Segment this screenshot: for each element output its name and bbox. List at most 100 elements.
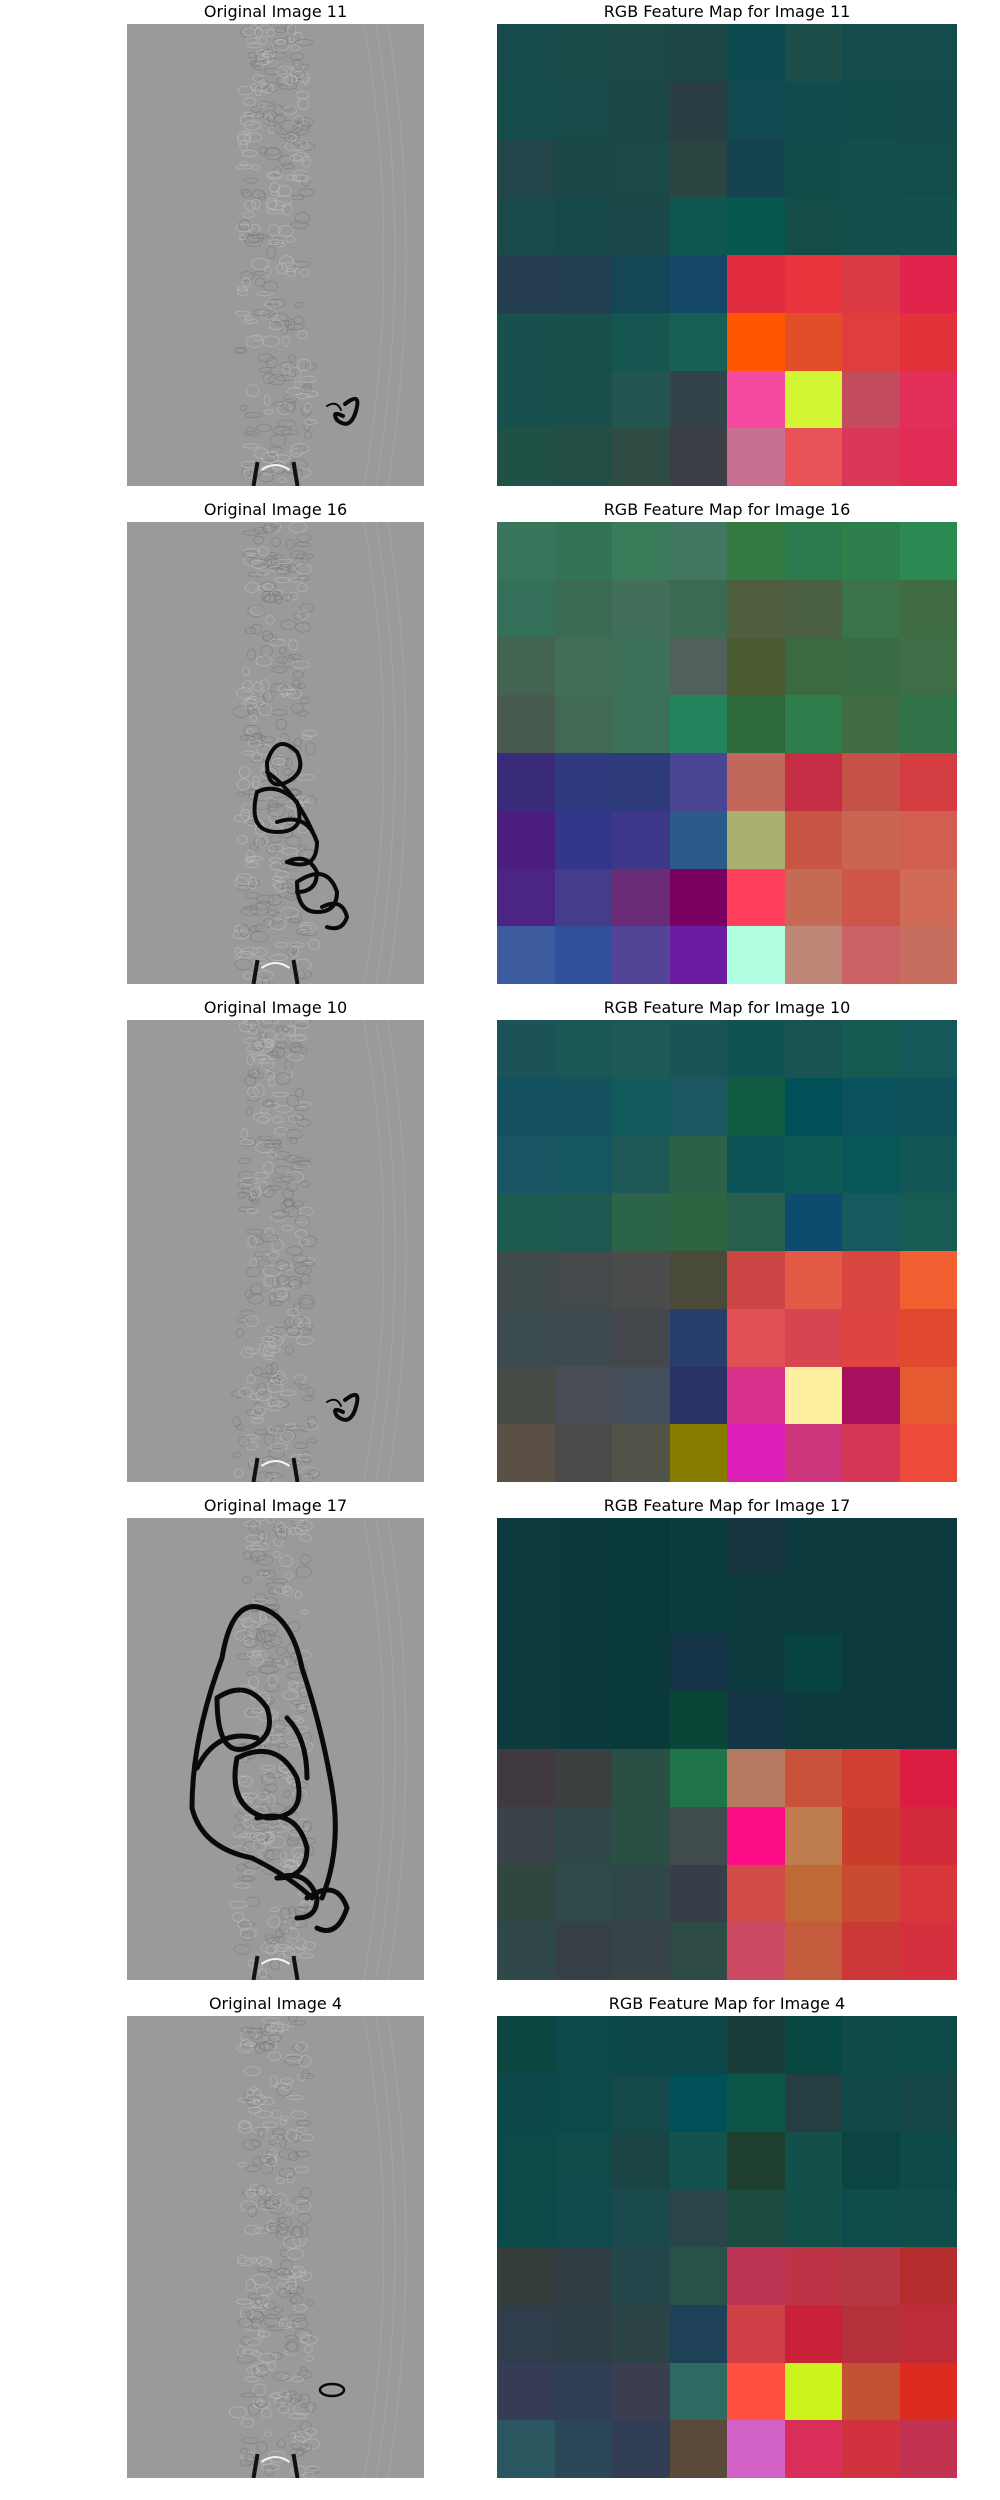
feature-map-cell [899,579,957,638]
feature-map-cell [497,2362,555,2421]
feature-map-cell [612,312,670,371]
feature-map-cell [497,1424,555,1482]
feature-map-cell [554,1366,612,1425]
original-image [127,522,424,984]
feature-map-cell [727,1749,785,1807]
feature-map-cell [727,1633,785,1692]
feature-map-cell [727,753,785,811]
feature-map-cell [784,139,842,198]
feature-map-cell [554,1691,612,1749]
feature-map-cell [554,2420,612,2478]
feature-map-cell [554,312,612,371]
feature-map-cell [497,1366,555,1425]
feature-map-cell [669,197,727,255]
feature-map-cell [612,1193,670,1251]
feature-map-cell [612,868,670,927]
feature-map-cell [497,1633,555,1692]
feature-map-cell [669,1749,727,1807]
feature-map-cell [899,522,957,580]
feature-map-cell [899,2362,957,2421]
feature-map-cell [669,1077,727,1136]
feature-map-cell [784,2073,842,2132]
feature-map-cell [669,522,727,580]
feature-map-cell [727,1864,785,1923]
feature-map-cell [842,1749,900,1807]
feature-map-cell [612,1135,670,1194]
feature-map-title: RGB Feature Map for Image 11 [603,2,851,21]
feature-map-cell [612,255,670,313]
feature-map-cell [842,197,900,255]
feature-map-cell [842,753,900,811]
feature-map-cell [899,2016,957,2074]
feature-map-cell [497,522,555,580]
feature-map-cell [612,1749,670,1807]
feature-map-cell [899,637,957,696]
feature-map-cell [727,1691,785,1749]
feature-map-cell [842,1135,900,1194]
feature-map-cell [554,695,612,753]
feature-map-cell [842,2073,900,2132]
feature-map-cell [727,2189,785,2247]
feature-map-cell [727,1251,785,1309]
feature-map-cell [784,2247,842,2305]
feature-map-cell [899,868,957,927]
feature-map-cell [669,1251,727,1309]
feature-map-cell [669,139,727,198]
feature-map-cell [727,1806,785,1865]
feature-map-cell [842,637,900,696]
feature-map-cell [669,1518,727,1576]
feature-map-cell [612,2362,670,2421]
feature-map-cell [784,753,842,811]
feature-map-cell [899,1251,957,1309]
feature-map-cell [554,1020,612,1078]
feature-map-cell [669,695,727,753]
feature-map-cell [784,81,842,140]
feature-map-cell [497,637,555,696]
feature-map-cell [554,868,612,927]
feature-map-cell [669,1864,727,1923]
feature-map-cell [727,1424,785,1482]
original-image-title: Original Image 16 [203,500,348,519]
figure-row: Original Image 17 RGB Feature Map for Ima… [0,1494,1000,1991]
feature-map-cell [497,428,555,486]
feature-map-cell [669,1366,727,1425]
feature-map-cell [727,24,785,82]
feature-map-cell [612,522,670,580]
feature-map-cell [497,255,555,313]
feature-map-cell [497,1135,555,1194]
feature-map-cell [727,1518,785,1576]
feature-map-cell [899,753,957,811]
feature-map-cell [784,2420,842,2478]
feature-map-cell [554,1806,612,1865]
feature-map-cell [784,1308,842,1367]
feature-map-cell [554,255,612,313]
feature-map-cell [784,1922,842,1980]
feature-map-cell [497,1864,555,1923]
feature-map-cell [899,695,957,753]
feature-map-cell [899,1575,957,1634]
feature-map-cell [554,1749,612,1807]
feature-map-cell [727,2131,785,2190]
feature-map-cell [669,370,727,429]
feature-map-cell [784,868,842,927]
feature-map-cell [727,255,785,313]
feature-map-cell [727,428,785,486]
feature-map-cell [612,579,670,638]
feature-map-cell [784,810,842,869]
feature-map-cell [727,1077,785,1136]
feature-map-cell [612,695,670,753]
feature-map-cell [784,2131,842,2190]
feature-map-cell [842,1077,900,1136]
feature-map-cell [669,1691,727,1749]
feature-map-cell [842,1424,900,1482]
feature-map-cell [612,1864,670,1923]
feature-map-cell [784,637,842,696]
feature-map-cell [669,1806,727,1865]
feature-map-cell [899,2247,957,2305]
feature-map-cell [899,2131,957,2190]
feature-map-cell [727,2016,785,2074]
feature-map-cell [669,2016,727,2074]
feature-map-cell [612,370,670,429]
feature-map-cell [727,2247,785,2305]
feature-map-cell [784,1864,842,1923]
